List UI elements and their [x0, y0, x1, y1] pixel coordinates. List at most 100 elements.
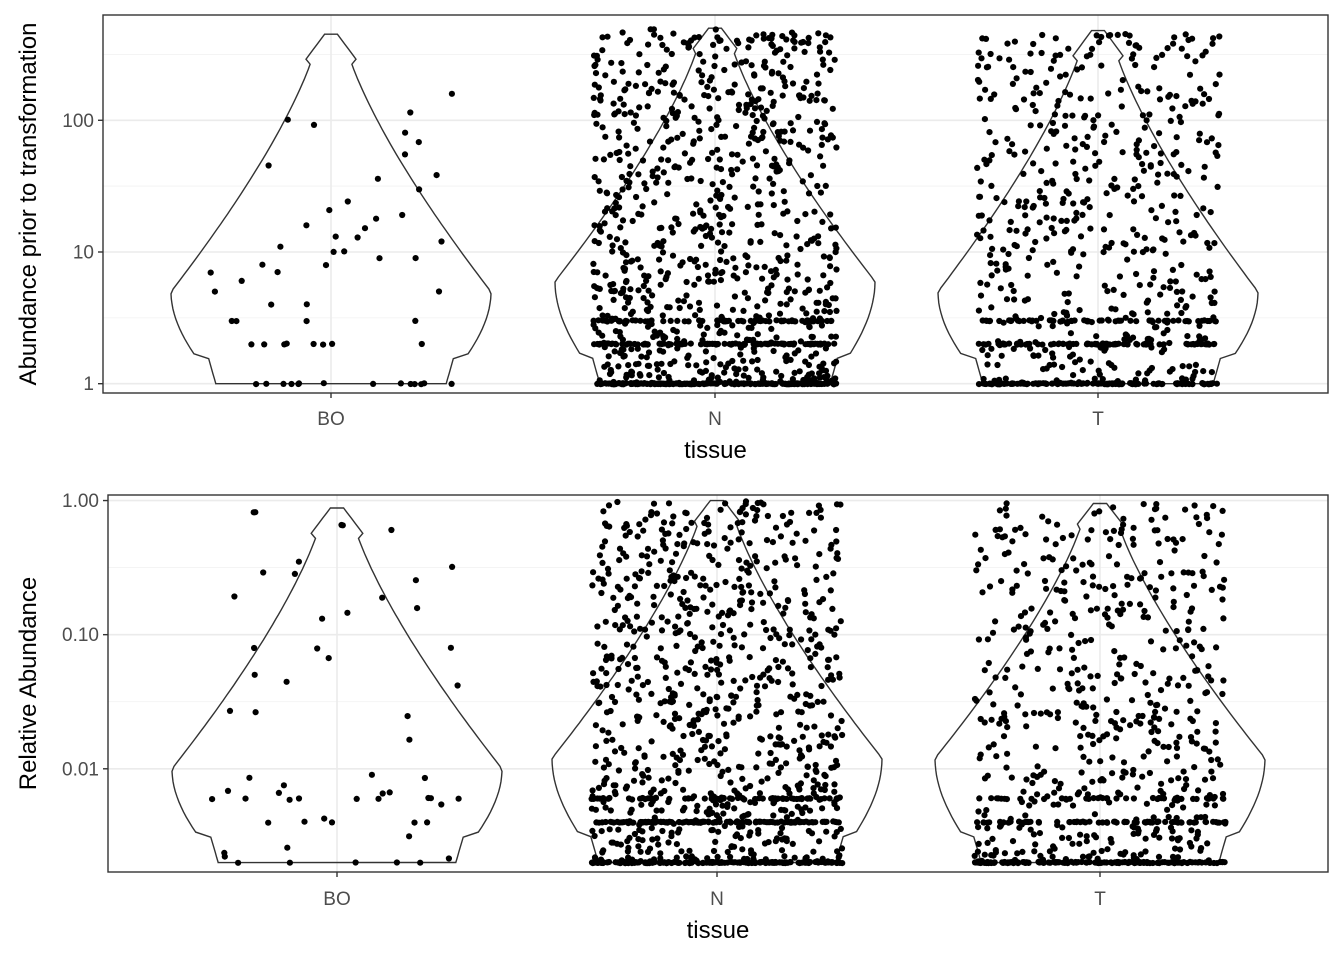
data-point	[1124, 573, 1131, 580]
data-point	[1217, 761, 1224, 768]
data-point	[989, 629, 997, 636]
data-point	[743, 818, 750, 826]
data-point	[412, 255, 419, 262]
data-point	[1222, 818, 1229, 826]
data-point	[701, 755, 708, 762]
data-point	[636, 104, 643, 111]
data-point	[1061, 122, 1069, 129]
data-point	[833, 538, 840, 545]
data-point	[1081, 114, 1088, 121]
data-point	[1168, 777, 1175, 784]
data-point	[725, 766, 732, 774]
data-point	[708, 234, 716, 241]
data-point	[1074, 666, 1081, 673]
data-point	[605, 353, 612, 360]
data-point	[822, 781, 829, 789]
data-point	[724, 859, 731, 866]
data-point	[695, 728, 703, 736]
data-point	[814, 698, 821, 706]
data-point	[635, 713, 642, 721]
data-point	[831, 788, 838, 795]
data-point	[695, 67, 702, 74]
data-point	[695, 860, 702, 867]
data-point	[655, 374, 663, 381]
data-point	[657, 645, 664, 652]
data-point	[253, 381, 260, 388]
data-point	[1133, 816, 1140, 823]
data-point	[612, 199, 619, 206]
data-point	[643, 277, 650, 284]
data-point	[763, 626, 770, 634]
data-point	[985, 744, 992, 751]
data-point	[1176, 113, 1183, 120]
data-point	[1211, 288, 1218, 295]
data-point	[1030, 90, 1037, 97]
data-point	[639, 203, 646, 210]
data-point	[1147, 719, 1154, 726]
data-point	[1064, 299, 1071, 306]
data-point	[781, 859, 788, 866]
data-point	[1200, 573, 1207, 580]
data-point	[983, 317, 990, 324]
data-point	[1090, 740, 1097, 748]
data-point	[1174, 795, 1181, 802]
data-point	[1151, 64, 1158, 71]
data-point	[722, 500, 729, 507]
data-point	[760, 380, 767, 387]
data-point	[712, 818, 720, 826]
data-point	[1156, 860, 1163, 867]
data-point	[1016, 824, 1023, 831]
data-point	[1111, 679, 1118, 687]
data-point	[998, 352, 1005, 359]
data-point	[619, 721, 626, 728]
data-point	[975, 561, 982, 568]
data-point	[1077, 95, 1084, 102]
data-point	[673, 841, 681, 848]
data-point	[590, 317, 597, 324]
data-point	[836, 674, 843, 681]
data-point	[594, 640, 601, 647]
data-point	[1169, 266, 1176, 273]
data-point	[702, 663, 709, 671]
data-point	[1119, 774, 1126, 781]
y-tick-label: 0.01	[62, 759, 99, 780]
data-point	[1171, 858, 1179, 865]
data-point	[810, 777, 817, 784]
data-point	[812, 350, 820, 357]
data-point	[354, 234, 361, 241]
data-point	[1088, 45, 1096, 53]
data-point	[783, 36, 790, 43]
data-point	[991, 91, 998, 98]
data-point	[773, 711, 780, 718]
data-point	[627, 286, 634, 293]
data-point	[745, 44, 752, 51]
data-point	[625, 150, 632, 157]
data-point	[1035, 819, 1042, 826]
data-point	[1122, 314, 1129, 321]
data-point	[806, 97, 813, 104]
data-point	[755, 211, 762, 218]
data-point	[769, 381, 777, 388]
data-point	[1050, 317, 1057, 324]
data-point	[592, 758, 599, 765]
data-point	[1125, 39, 1133, 47]
data-point	[1053, 128, 1060, 135]
data-point	[1170, 536, 1177, 543]
data-point	[707, 666, 715, 673]
data-point	[711, 758, 718, 765]
data-point	[717, 361, 724, 368]
data-point	[242, 795, 249, 802]
data-point	[1049, 350, 1056, 357]
data-point	[781, 317, 788, 324]
data-point	[1212, 81, 1219, 88]
data-point	[1054, 709, 1061, 716]
data-point	[704, 671, 711, 678]
data-point	[656, 340, 663, 347]
data-point	[597, 228, 605, 235]
data-point	[1050, 258, 1057, 265]
data-point	[721, 340, 728, 347]
data-point	[597, 92, 604, 99]
data-point	[804, 276, 811, 283]
data-point	[1023, 198, 1030, 205]
data-point	[697, 223, 704, 231]
